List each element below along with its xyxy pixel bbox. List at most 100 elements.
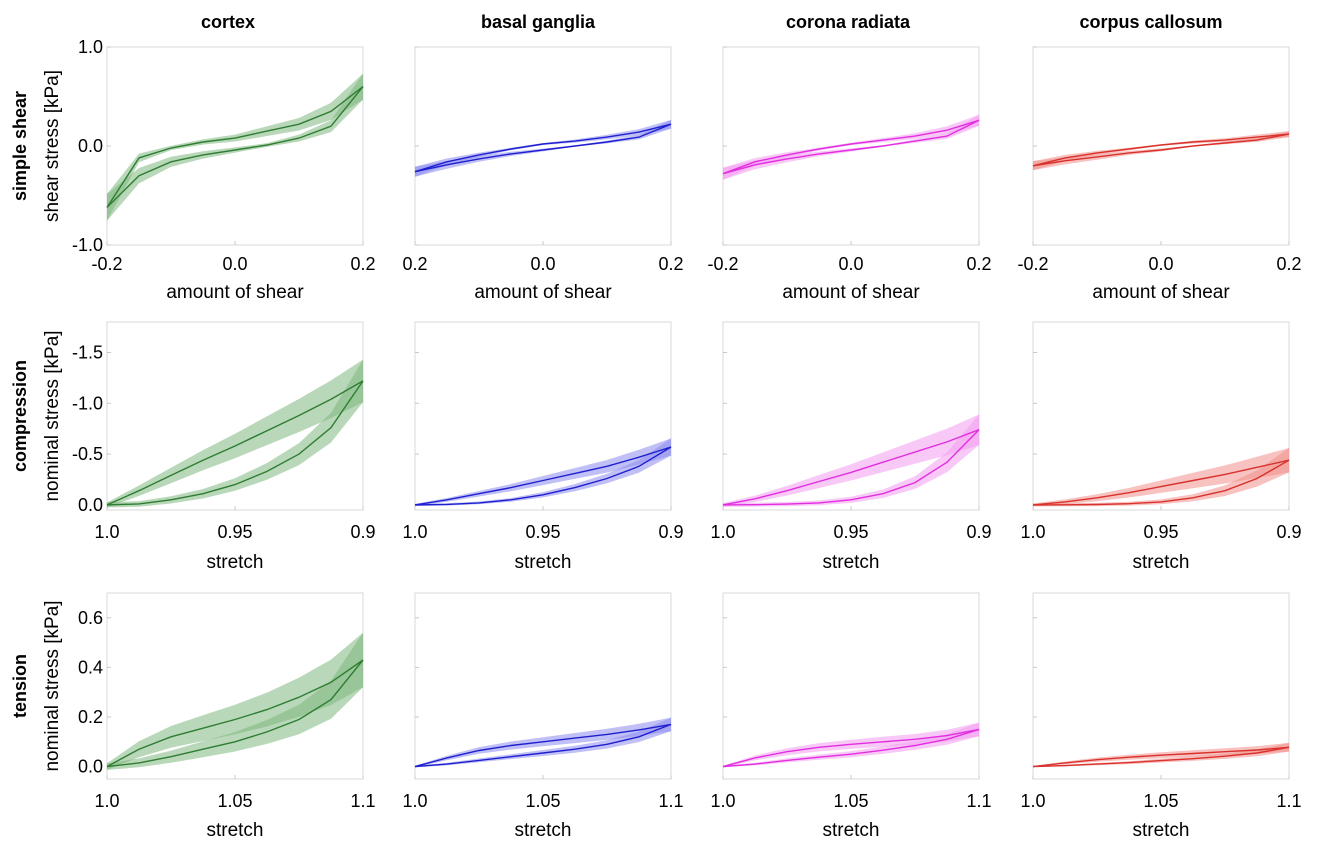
panel-frame-compression-corona-radiata (722, 321, 980, 511)
x-axis-label-simple-shear: amount of shear (1092, 282, 1230, 303)
y-tick-label: -0.5 (72, 444, 103, 464)
x-tick-label: 1.1 (350, 791, 375, 811)
column-title-basal-ganglia: basal ganglia (481, 12, 596, 32)
x-axis-label-simple-shear: amount of shear (166, 282, 304, 303)
unloading-band-basal-ganglia (415, 119, 671, 177)
x-tick-label: 1.05 (525, 791, 560, 811)
panel-frame-simple-shear-corpus-callosum (1032, 46, 1290, 246)
loading-band-cortex (107, 632, 363, 770)
x-axis-label-compression: stretch (822, 552, 879, 573)
loading-band-basal-ganglia (415, 438, 671, 506)
loading-band-cortex (107, 73, 363, 221)
x-axis-label-compression: stretch (514, 552, 571, 573)
unloading-curve-cortex (106, 659, 364, 768)
loading-curve-corona-radiata (722, 429, 980, 506)
x-tick-label: 1.05 (1143, 791, 1178, 811)
x-tick-label: 0.2 (402, 254, 427, 274)
x-tick-label: 0.9 (966, 522, 991, 542)
x-tick-label: 0.95 (217, 522, 252, 542)
x-tick-label: 1.05 (217, 791, 252, 811)
loading-curve-cortex (106, 659, 364, 768)
unloading-curve-basal-ganglia (414, 723, 672, 768)
x-tick-label: 0.2 (1276, 254, 1301, 274)
y-tick-label: 0.0 (78, 495, 103, 515)
x-tick-label: 1.0 (710, 522, 735, 542)
x-tick-label: 0.0 (1148, 254, 1173, 274)
x-axis-label-compression: stretch (206, 552, 263, 573)
x-axis-label-compression: stretch (1132, 552, 1189, 573)
loading-band-corona-radiata (723, 414, 979, 507)
y-tick-label: -1.5 (72, 342, 103, 362)
unloading-band-basal-ganglia (415, 438, 671, 506)
y-tick-label: 0.2 (78, 707, 103, 727)
x-axis-label-tension: stretch (514, 820, 571, 841)
unloading-band-corona-radiata (723, 114, 979, 180)
x-axis-label-simple-shear: amount of shear (782, 282, 920, 303)
x-tick-label: -0.2 (1017, 254, 1048, 274)
unloading-band-corona-radiata (723, 722, 979, 768)
unloading-curve-corpus-callosum (1032, 133, 1290, 167)
loading-curve-basal-ganglia (414, 446, 672, 506)
x-tick-label: 1.0 (1020, 522, 1045, 542)
loading-band-basal-ganglia (415, 119, 671, 177)
loading-band-corona-radiata (723, 114, 979, 180)
unloading-band-corona-radiata (723, 414, 979, 507)
y-tick-label: 0.0 (78, 757, 103, 777)
x-tick-label: 0.95 (525, 522, 560, 542)
unloading-band-corpus-callosum (1033, 448, 1289, 507)
panel-frame-simple-shear-basal-ganglia (414, 46, 672, 246)
unloading-curve-corpus-callosum (1032, 459, 1290, 506)
unloading-band-cortex (107, 73, 363, 221)
loading-band-cortex (107, 359, 363, 508)
loading-curve-corpus-callosum (1032, 459, 1290, 506)
unloading-band-corpus-callosum (1033, 131, 1289, 171)
x-tick-label: -0.2 (91, 254, 122, 274)
x-tick-label: 0.9 (658, 522, 683, 542)
loading-curve-corona-radiata (722, 728, 980, 768)
column-title-corona-radiata: corona radiata (786, 12, 911, 32)
x-axis-label-simple-shear: amount of shear (474, 282, 612, 303)
y-axis-label-tension: nominal stress [kPa] (42, 600, 63, 771)
loading-curve-cortex (106, 380, 364, 506)
panel-frame-simple-shear-cortex (106, 46, 364, 246)
x-axis-label-tension: stretch (206, 820, 263, 841)
x-tick-label: 0.2 (658, 254, 683, 274)
unloading-curve-corona-radiata (722, 429, 980, 506)
x-axis-label-tension: stretch (1132, 820, 1189, 841)
loading-curve-corona-radiata (722, 119, 980, 175)
loading-curve-cortex (106, 86, 364, 208)
unloading-curve-basal-ganglia (414, 446, 672, 506)
x-tick-label: 0.2 (966, 254, 991, 274)
y-tick-label: 0.6 (78, 608, 103, 628)
x-tick-label: 1.1 (966, 791, 991, 811)
column-title-corpus-callosum: corpus callosum (1079, 12, 1222, 32)
unloading-curve-corona-radiata (722, 119, 980, 175)
loading-curve-corpus-callosum (1032, 746, 1290, 768)
column-title-cortex: cortex (201, 12, 255, 32)
y-tick-label: 1.0 (78, 37, 103, 57)
unloading-curve-basal-ganglia (414, 123, 672, 173)
x-tick-label: 1.0 (402, 791, 427, 811)
loading-curve-basal-ganglia (414, 723, 672, 768)
x-tick-label: 1.1 (1276, 791, 1301, 811)
x-axis-label-tension: stretch (822, 820, 879, 841)
row-title-compression: compression (10, 360, 30, 472)
y-tick-label: 0.4 (78, 657, 103, 677)
unloading-curve-corpus-callosum (1032, 746, 1290, 768)
loading-curve-corpus-callosum (1032, 133, 1290, 167)
x-tick-label: 0.9 (350, 522, 375, 542)
y-axis-label-compression: nominal stress [kPa] (42, 330, 63, 501)
y-tick-label: -1.0 (72, 235, 103, 255)
x-tick-label: 1.0 (710, 791, 735, 811)
panel-frame-simple-shear-corona-radiata (722, 46, 980, 246)
x-tick-label: 0.0 (530, 254, 555, 274)
x-tick-label: 1.1 (658, 791, 683, 811)
y-tick-label: 0.0 (78, 136, 103, 156)
x-tick-label: 0.9 (1276, 522, 1301, 542)
y-tick-label: -1.0 (72, 393, 103, 413)
x-tick-label: 0.95 (833, 522, 868, 542)
x-tick-label: 0.0 (222, 254, 247, 274)
unloading-band-basal-ganglia (415, 717, 671, 768)
row-title-tension: tension (10, 654, 30, 718)
